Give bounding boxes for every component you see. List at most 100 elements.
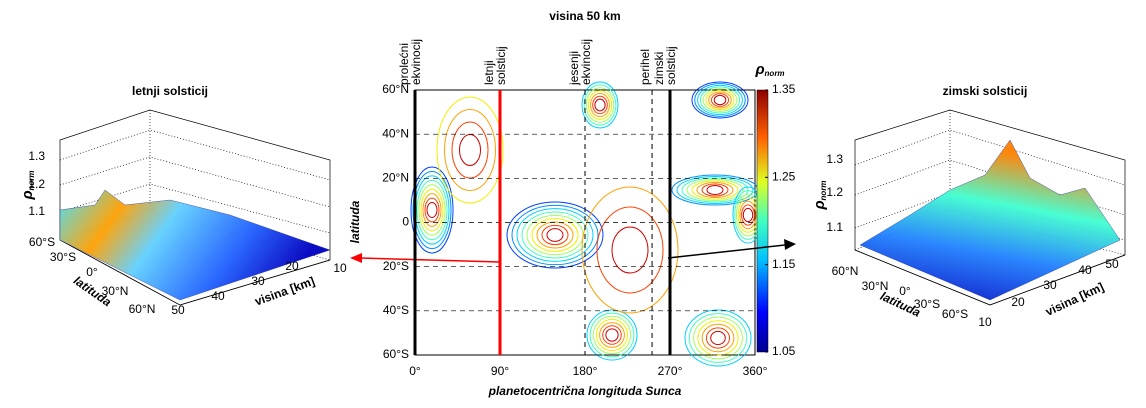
lat-tick-label: 60°N [832,264,859,278]
event-label: prolećni [397,43,411,85]
left-surface [59,189,331,301]
contour-line [436,96,504,204]
contour-line [546,228,564,242]
contour-line [611,226,649,274]
x-tick-label: 270° [658,364,683,378]
event-label: perihel [638,49,652,85]
event-label: letnji [482,60,496,85]
x-axis-label: planetocentrična longituda Sunca [488,384,682,398]
y-tick-label: 0 [402,215,409,229]
contour-line [418,184,446,236]
z-axis-label: ρnorm [19,170,36,200]
contour-line [592,315,632,355]
contour-line [412,170,452,250]
plot-title: letnji solsticij [132,84,208,98]
contour-line [699,86,741,114]
contour-lines [410,81,764,367]
contour-line [705,327,731,349]
symbol: ρ [811,200,828,210]
colorbar-tick-label: 1.35 [772,82,796,96]
x-tick-label: 180° [573,364,598,378]
contour-line [741,204,755,226]
subscript: norm [819,180,828,200]
lat-tick-label: 30°S [914,297,940,311]
event-label: ekvinocij [409,39,423,85]
contour-line [694,83,746,117]
contour-line [511,204,599,266]
subscript: norm [765,69,785,78]
contour-line [710,93,730,107]
symbol: ρ [754,61,764,78]
contour-line [581,81,619,129]
contour-line [589,312,635,358]
height-tick-label: 30 [251,274,265,288]
arrows [350,239,796,263]
contour-line [739,200,757,230]
height-tick-label: 20 [285,259,299,273]
contour-line [684,309,752,367]
contour-line [585,87,615,123]
lat-tick-label: 30°N [862,279,889,293]
z-tick-label: 1.2 [826,185,843,199]
contour-line [594,98,606,112]
contour-line [592,95,608,115]
contour-line [590,92,610,118]
contour-line [693,316,743,360]
event-label: ekvinocij [579,39,593,85]
z-tick-label: 1.3 [28,149,45,163]
contour-line [691,180,739,200]
contour-line [691,81,749,119]
contour-line [424,197,440,223]
contour-line [416,179,448,241]
contour-line [602,325,622,345]
contour-line [583,84,617,126]
contour-line [702,88,738,112]
lat-tick-label: 30°S [50,250,76,264]
contour-line [536,221,574,249]
contour-line [706,185,724,195]
contour-line [686,179,744,201]
height-tick-label: 50 [1105,257,1119,271]
contour-line [708,91,732,109]
contour-line [531,218,579,252]
contour-line [701,323,735,353]
height-tick-label: 30 [1043,278,1057,292]
plot-title: visina 50 km [549,9,620,23]
contour-line [596,206,664,294]
y-tick-label: 60°S [383,347,409,361]
contour-line [701,183,729,197]
contour-line [710,330,726,346]
right-surface [859,139,1121,301]
symbol: ρ [19,190,36,200]
contour-line [516,208,594,262]
event-label: solsticij [494,46,508,85]
contour-line [541,224,569,246]
lat-tick-label: 60°S [29,235,55,249]
y-axis-label: latituda [348,200,362,243]
z-tick-label: 1.1 [826,220,843,234]
contour-line [521,211,589,259]
x-tick-label: 90° [491,364,509,378]
contour-line [688,313,748,363]
event-label: zimski [652,52,666,85]
contour-line [742,207,754,223]
colorbar-tick-label: 1.25 [772,170,796,184]
colorbar [756,89,769,353]
y-tick-label: 40°N [382,126,409,140]
contour-line [697,84,743,116]
z-tick-label: 1.3 [826,152,843,166]
y-tick-label: 20°N [382,171,409,185]
contour-line [410,166,454,254]
colorbar-label: ρnorm [754,61,784,78]
contour-line [697,320,739,356]
z-tick-label: 1.2 [28,177,45,191]
contour-line [676,176,754,204]
contour-line [696,182,734,198]
height-tick-label: 10 [333,261,347,275]
height-tick-label: 10 [978,315,992,329]
contour-line [587,90,613,120]
colorbar-tick-label: 1.15 [772,257,796,271]
y-tick-label: 60°N [382,82,409,96]
contour-line [506,201,604,269]
